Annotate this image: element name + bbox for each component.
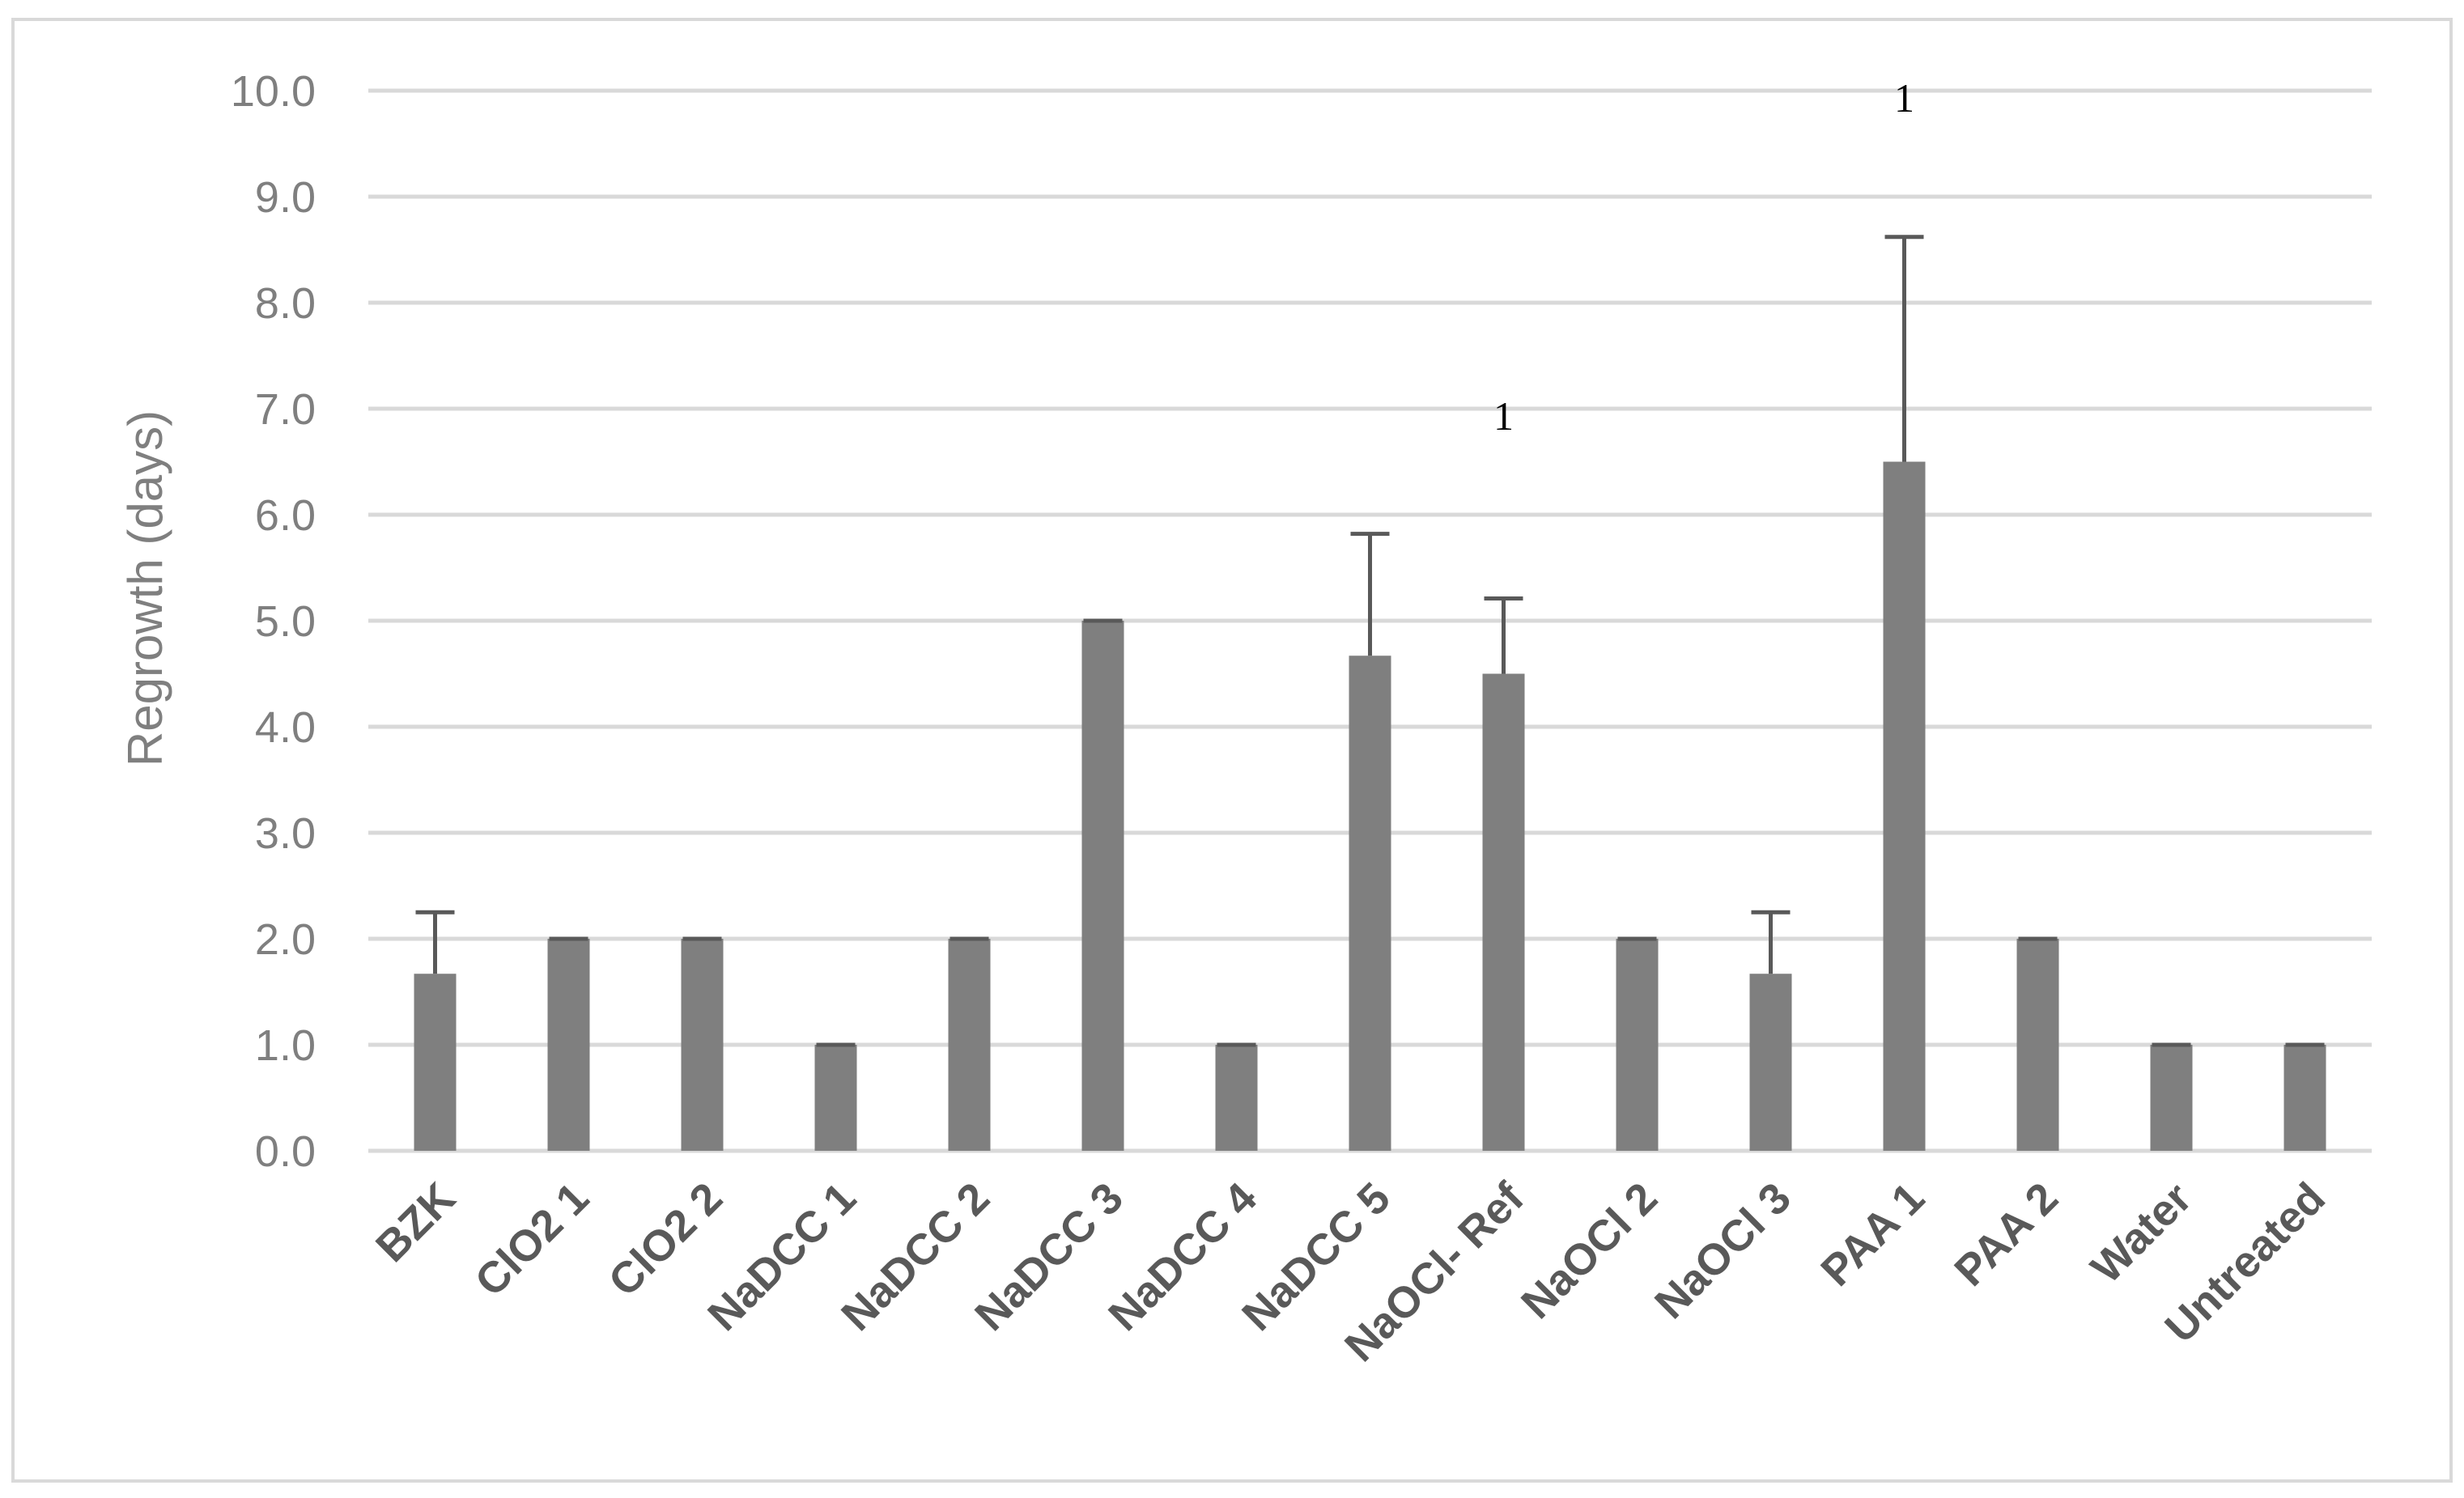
bar-paa-2: [2016, 939, 2059, 1151]
y-tick-label: 0.0: [255, 1127, 316, 1176]
y-tick-label: 4.0: [255, 703, 316, 752]
bars: [414, 461, 2326, 1151]
bar-clo2-2: [681, 939, 724, 1151]
annotation-label: 1: [1493, 393, 1514, 439]
bar-water: [2150, 1045, 2193, 1151]
bar-nadcc-2: [948, 939, 991, 1151]
y-tick-label: 8.0: [255, 279, 316, 328]
bar-naocl-ref: [1482, 673, 1525, 1151]
bar-naocl-2: [1616, 939, 1659, 1151]
bar-paa-1: [1883, 461, 1926, 1151]
y-tick-label: 9.0: [255, 173, 316, 222]
bar-nadcc-3: [1081, 621, 1124, 1151]
y-tick-label: 1.0: [255, 1021, 316, 1070]
bar-nadcc-4: [1215, 1045, 1258, 1151]
bar-nadcc-1: [814, 1045, 857, 1151]
bar-bzk: [414, 974, 457, 1151]
y-tick-label: 3.0: [255, 809, 316, 858]
error-bars: [415, 235, 2325, 1047]
y-axis-title: Regrowth (days): [118, 410, 172, 766]
bar-clo2-1: [547, 939, 590, 1151]
y-tick-label: 5.0: [255, 597, 316, 646]
annotations: 11: [1493, 75, 1914, 439]
error-bar: [415, 910, 455, 974]
error-bar: [1484, 596, 1523, 674]
y-axis-ticks: 0.0 1.0 2.0 3.0 4.0 5.0 6.0 7.0 8.0 9.0 10.0: [231, 67, 316, 1176]
annotation-label: 1: [1894, 75, 1914, 121]
y-tick-label: 7.0: [255, 385, 316, 434]
error-bar: [1350, 532, 1390, 656]
y-tick-label: 2.0: [255, 915, 316, 964]
y-tick-label: 6.0: [255, 491, 316, 540]
bar-untreated: [2283, 1045, 2326, 1151]
y-tick-label: 10.0: [231, 67, 316, 116]
error-bar: [1884, 235, 1924, 462]
bar-nadcc-5: [1349, 656, 1391, 1151]
bar-naocl-3: [1749, 974, 1792, 1151]
chart-frame: [11, 18, 2453, 1483]
error-bar: [1751, 910, 1791, 974]
